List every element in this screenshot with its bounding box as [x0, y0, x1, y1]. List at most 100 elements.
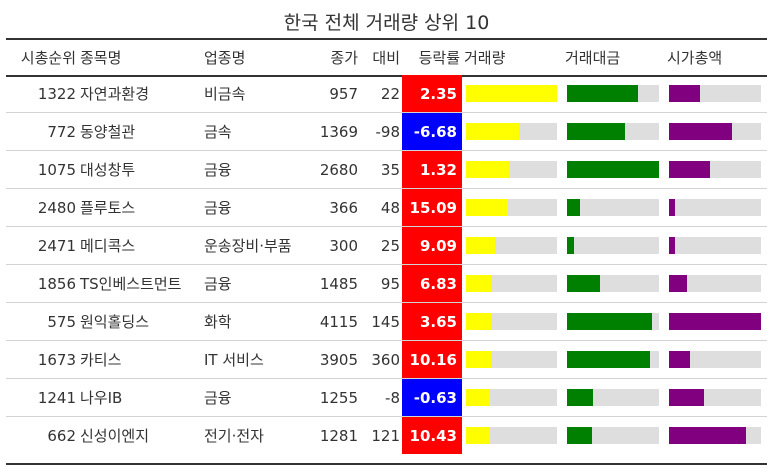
market-cap-bar	[669, 275, 688, 292]
header-trade-value: 거래대금	[565, 49, 621, 67]
stock-name-cell: 카티스	[78, 340, 202, 379]
volume-cell	[462, 112, 563, 151]
volume-cell	[462, 340, 563, 379]
trade-value-bar-track	[567, 85, 659, 102]
stock-name-cell: 플루토스	[78, 188, 202, 227]
change-rate-cell: 9.09	[402, 226, 462, 265]
market-cap-bar	[669, 237, 676, 254]
stock-name-cell: 자연과환경	[80, 85, 150, 103]
sector-cell: 화학	[202, 302, 306, 341]
volume-cell	[462, 75, 563, 113]
change-cell: 145	[360, 302, 402, 341]
trade-value-bar-track	[567, 275, 659, 292]
trade-value-bar-track	[567, 351, 659, 368]
volume-bar	[466, 161, 509, 178]
sector-cell: 비금속	[204, 85, 246, 103]
change-cell: 121	[360, 416, 402, 454]
volume-bar-track	[466, 237, 557, 254]
volume-cell	[462, 378, 563, 417]
change-cell: 360	[360, 340, 402, 379]
top-volume-table: 시총순위 종목명 업종명 종가 대비 등락률 거래량 거래대금 시가총액 132…	[6, 40, 767, 454]
trade-value-bar-track	[567, 123, 659, 140]
table-row: 575 원익홀딩스 화학 4115 145 3.65	[6, 302, 767, 341]
sector-cell: 금융	[202, 188, 306, 227]
market-cap-bar-track	[669, 351, 761, 368]
sector-cell: 금융	[202, 264, 306, 303]
rank-cell: 575	[6, 302, 78, 341]
trade-value-bar	[567, 199, 580, 216]
market-cap-bar-track	[669, 237, 761, 254]
market-cap-cell	[665, 378, 767, 417]
volume-bar	[466, 237, 496, 254]
sector-cell: 전기·전자	[202, 416, 306, 454]
market-cap-bar-track	[669, 389, 761, 406]
volume-bar-track	[466, 123, 557, 140]
market-cap-cell	[665, 150, 767, 189]
market-cap-bar-track	[669, 427, 761, 444]
trade-value-cell	[563, 188, 665, 227]
trade-value-cell	[563, 416, 665, 454]
volume-bar	[466, 313, 492, 330]
trade-value-bar	[567, 123, 625, 140]
change-rate-cell: 2.35	[402, 75, 462, 113]
trade-value-cell	[563, 378, 665, 417]
market-cap-cell	[665, 340, 767, 379]
trade-value-bar	[567, 427, 592, 444]
change-rate-cell: 1.32	[402, 150, 462, 189]
volume-bar-track	[466, 199, 557, 216]
stock-name-cell: 나우IB	[78, 378, 202, 417]
market-cap-bar-track	[669, 123, 761, 140]
market-cap-cell	[665, 264, 767, 303]
sector-cell: 금융	[202, 378, 306, 417]
header-volume: 거래량	[464, 49, 506, 67]
trade-value-cell	[563, 264, 665, 303]
table-row: 1673 카티스 IT 서비스 3905 360 10.16	[6, 340, 767, 379]
trade-value-bar-track	[567, 199, 659, 216]
header-rule	[6, 75, 767, 77]
volume-bar-track	[466, 85, 557, 102]
market-cap-cell	[665, 226, 767, 265]
market-cap-bar-track	[669, 199, 761, 216]
header-row: 시총순위 종목명 업종명 종가 대비 등락률 거래량 거래대금 시가총액	[6, 40, 767, 75]
market-cap-cell	[665, 302, 767, 341]
trade-value-cell	[563, 75, 665, 113]
trade-value-bar	[567, 85, 638, 102]
header-rank: 시총순위	[20, 49, 76, 67]
market-cap-bar	[669, 199, 676, 216]
change-rate-cell: -6.68	[402, 112, 462, 151]
volume-cell	[462, 264, 563, 303]
trade-value-bar	[567, 389, 593, 406]
stock-name-cell: 신성이엔지	[78, 416, 202, 454]
volume-bar	[466, 199, 508, 216]
sector-cell: 운송장비·부품	[202, 226, 306, 265]
change-cell: 22	[380, 84, 400, 103]
change-rate-cell: 10.16	[402, 340, 462, 379]
volume-bar	[466, 389, 490, 406]
volume-cell	[462, 188, 563, 227]
rank-cell: 1241	[6, 378, 78, 417]
chart-title: 한국 전체 거래량 상위 10	[283, 12, 490, 34]
close-price-cell: 1485	[306, 264, 360, 303]
trade-value-bar-track	[567, 427, 659, 444]
volume-bar	[466, 275, 492, 292]
rank-cell: 2480	[6, 188, 78, 227]
rank-cell: 1856	[6, 264, 78, 303]
rank-cell: 662	[6, 416, 78, 454]
stock-name-cell: 동양철관	[78, 112, 202, 151]
trade-value-bar	[567, 313, 652, 330]
volume-bar	[466, 351, 491, 368]
volume-bar	[466, 123, 519, 140]
market-cap-bar	[669, 313, 761, 330]
top-rule	[6, 38, 767, 40]
market-cap-bar	[669, 389, 704, 406]
table-row: 1241 나우IB 금융 1255 -8 -0.63	[6, 378, 767, 417]
stock-name-cell: 메디콕스	[78, 226, 202, 265]
table-row: 1075 대성창투 금융 2680 35 1.32	[6, 150, 767, 189]
change-cell: -8	[360, 378, 402, 417]
table-row: 1322 자연과환경 비금속 957 22 2.35	[6, 75, 767, 113]
change-rate-cell: 15.09	[402, 188, 462, 227]
table-body: 1322 자연과환경 비금속 957 22 2.35 772 동양철관 금속 1369 -98 -6.…	[6, 75, 767, 454]
market-cap-cell	[665, 416, 767, 454]
close-price-cell: 3905	[306, 340, 360, 379]
